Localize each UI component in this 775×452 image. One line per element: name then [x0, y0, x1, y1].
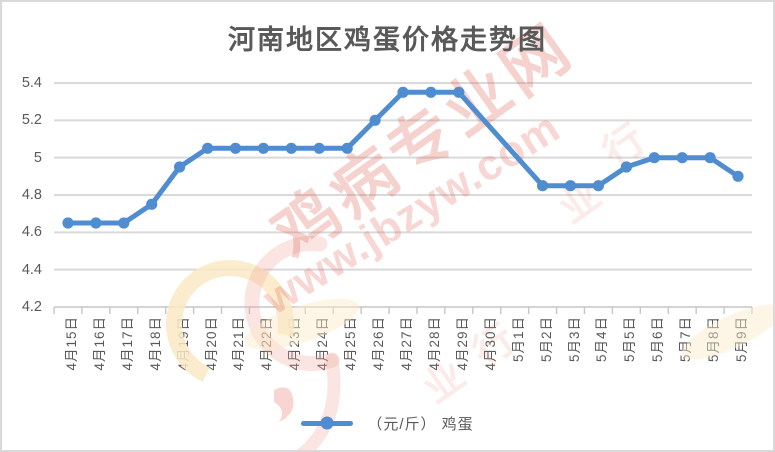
- x-axis-label: 5月5日: [622, 316, 638, 363]
- x-axis-label: 4月19日: [175, 316, 191, 371]
- y-axis-label: 5: [33, 149, 42, 166]
- chart-title: 河南地区鸡蛋价格走势图: [228, 25, 547, 56]
- data-point: [229, 142, 242, 154]
- x-axis-label: 5月7日: [678, 316, 694, 363]
- x-axis-label: 4月17日: [119, 316, 135, 371]
- legend: （元/斤） 鸡蛋: [2, 408, 773, 438]
- watermark-url-text: www.jbzyw.com: [255, 103, 569, 324]
- data-point: [592, 180, 605, 192]
- x-axis-label: 4月29日: [454, 316, 470, 371]
- x-axis-label: 4月25日: [343, 316, 359, 371]
- x-axis-label: 5月8日: [706, 316, 722, 363]
- data-point: [537, 180, 549, 192]
- x-axis-label: 4月22日: [259, 316, 275, 371]
- y-axis-label: 5.2: [21, 112, 42, 129]
- legend-dot-icon: [320, 416, 334, 430]
- price-line: [65, 89, 741, 226]
- data-point: [341, 142, 353, 154]
- data-point: [202, 142, 214, 154]
- y-axis-label: 4.6: [21, 224, 42, 241]
- y-axis-label: 4.4: [21, 261, 42, 278]
- x-axis-label: 4月23日: [287, 316, 303, 371]
- watermark-faint-glyph: 行: [594, 115, 654, 177]
- x-axis-label: 4月26日: [371, 316, 387, 371]
- data-point: [90, 217, 102, 229]
- data-point: [62, 217, 74, 229]
- legend-label: （元/斤） 鸡蛋: [367, 415, 474, 433]
- x-axis-label: 5月2日: [538, 316, 554, 363]
- x-axis-label: 5月1日: [510, 316, 526, 363]
- x-axis-label: 4月16日: [91, 316, 107, 371]
- x-axis-label: 4月20日: [203, 316, 219, 371]
- legend-line-marker: [301, 416, 354, 430]
- data-point: [313, 142, 325, 154]
- y-axis-label: 5.4: [21, 75, 42, 91]
- x-axis-label: 4月24日: [315, 316, 331, 371]
- x-axis-label: 4月18日: [147, 316, 163, 371]
- data-point: [564, 180, 577, 192]
- x-axis-label: 5月3日: [566, 316, 582, 363]
- data-point: [732, 170, 744, 182]
- x-axis-label: 4月27日: [399, 316, 414, 371]
- data-point: [118, 217, 130, 229]
- data-point: [174, 161, 186, 173]
- x-axis-label: 5月6日: [650, 316, 666, 363]
- data-point: [620, 161, 633, 173]
- data-point: [285, 142, 297, 154]
- data-point: [397, 86, 409, 98]
- data-point: [453, 86, 465, 98]
- x-axis-label: 4月15日: [63, 316, 79, 371]
- x-axis-label: 5月4日: [594, 316, 610, 363]
- x-axis-label: 5月9日: [734, 316, 750, 363]
- x-axis-label: 4月21日: [231, 316, 247, 371]
- x-axis-label: 4月30日: [482, 316, 498, 371]
- data-point: [676, 152, 688, 164]
- x-axis-label: 4月28日: [426, 316, 442, 371]
- watermark-faint-glyph: 业: [550, 171, 610, 233]
- data-point: [425, 86, 437, 98]
- data-point: [369, 114, 381, 126]
- data-point: [146, 198, 158, 210]
- data-point: [648, 152, 660, 164]
- data-point: [704, 152, 716, 164]
- data-point: [257, 142, 269, 154]
- y-axis-label: 4.8: [21, 187, 42, 203]
- y-axis-label: 4.2: [21, 299, 42, 315]
